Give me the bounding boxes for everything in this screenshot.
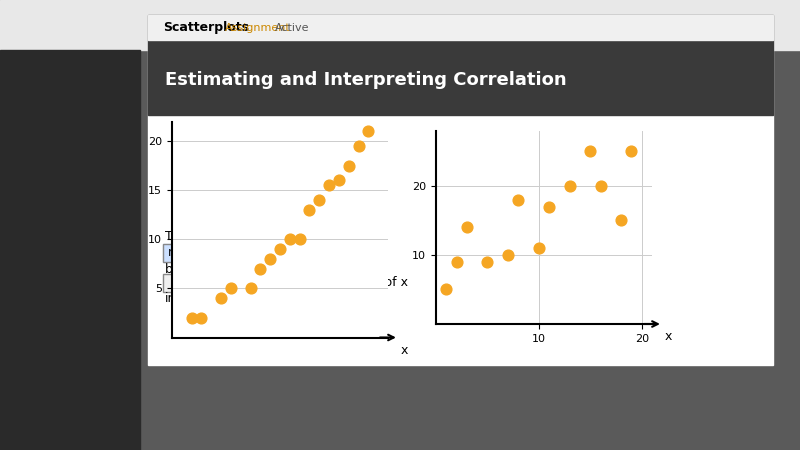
Point [195,314,208,321]
Point [244,285,257,292]
Text: Estimating and Interpreting Correlation: Estimating and Interpreting Correlation [165,71,566,89]
Point [614,217,627,224]
Text: Assignment: Assignment [225,23,290,33]
Point [450,258,463,265]
Text: Scatterplots: Scatterplots [163,22,249,35]
Text: The scatterplot shows: The scatterplot shows [165,230,303,243]
Point [283,236,296,243]
Bar [148,15,773,40]
Point [313,197,326,204]
Point [461,224,474,231]
Point [542,203,555,210]
Bar [148,15,773,365]
Point [214,295,227,302]
Point [225,285,238,292]
Point [502,251,514,258]
Point [440,286,453,293]
Text: increase.: increase. [165,292,222,305]
Point [322,182,335,189]
Text: as the values of x: as the values of x [297,276,408,289]
Point [594,182,607,189]
Point [512,196,525,203]
Text: x: x [401,344,408,357]
Point [186,314,198,321]
Point [274,246,286,253]
Text: no correlation: no correlation [168,247,250,260]
Point [584,148,597,155]
Point [563,182,576,189]
Bar [163,244,311,262]
Text: Active: Active [275,23,310,33]
Bar [0,50,140,450]
Bar [163,274,293,292]
Point [294,236,306,243]
Text: x: x [665,330,672,343]
Point [303,206,316,213]
Point [625,148,638,155]
Point [362,128,374,135]
Point [533,244,546,252]
Text: ▼: ▼ [286,278,294,288]
Bar [148,15,773,115]
Text: because the values of y: because the values of y [165,263,314,276]
Point [342,162,355,169]
Point [481,258,494,265]
Text: ▼: ▼ [304,248,311,258]
Point [333,177,346,184]
Point [352,143,365,150]
Point [264,255,277,262]
Point [254,265,266,272]
Bar [163,244,311,262]
Bar [163,274,293,292]
Bar [0,0,800,50]
